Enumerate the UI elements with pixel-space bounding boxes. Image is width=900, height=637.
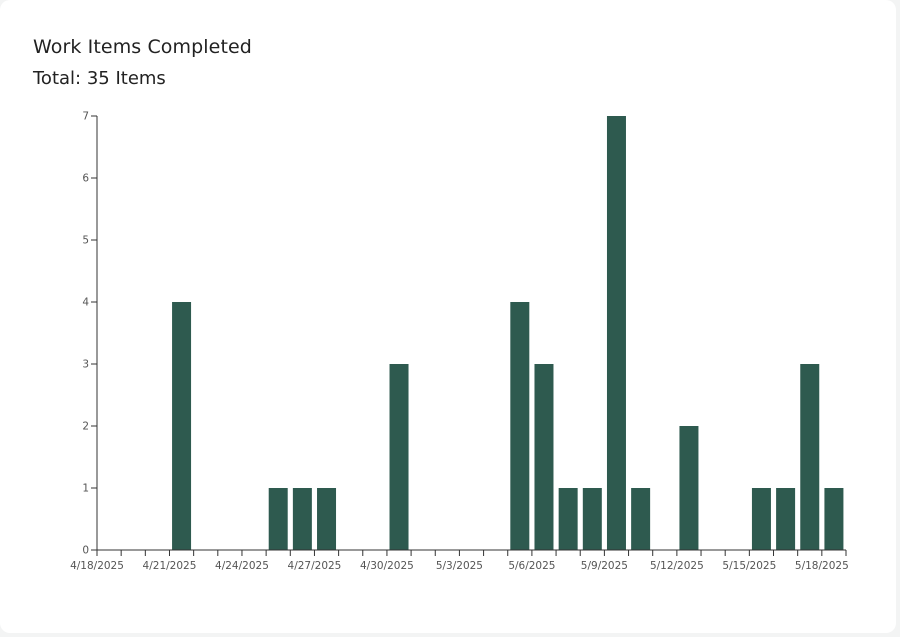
bar-5-18-2025 (824, 488, 844, 550)
bar-4-25-2025 (268, 488, 288, 550)
y-tick-label-3: 3 (82, 359, 89, 371)
x-tick-label-4-27-2025: 4/27/2025 (288, 560, 342, 572)
y-tick-label-5: 5 (82, 235, 89, 247)
chart-subtitle: Total: 35 Items (33, 68, 166, 89)
x-tick-label-4-18-2025: 4/18/2025 (70, 560, 124, 572)
bar-5-8-2025 (582, 488, 602, 550)
y-tick-label-6: 6 (82, 173, 89, 185)
bar-5-16-2025 (776, 488, 796, 550)
bar-5-10-2025 (631, 488, 651, 550)
bar-5-6-2025 (534, 364, 554, 550)
x-tick-label-5-6-2025: 5/6/2025 (508, 560, 555, 572)
bar-5-17-2025 (800, 364, 820, 550)
y-tick-label-4: 4 (82, 297, 89, 309)
bar-5-5-2025 (510, 302, 530, 550)
x-tick-label-4-30-2025: 4/30/2025 (360, 560, 414, 572)
bar-5-9-2025 (606, 116, 626, 550)
chart-title: Work Items Completed (33, 36, 252, 58)
x-tick-label-5-18-2025: 5/18/2025 (795, 560, 849, 572)
x-tick-label-4-24-2025: 4/24/2025 (215, 560, 269, 572)
bar-4-26-2025 (292, 488, 312, 550)
bar-4-30-2025 (389, 364, 409, 550)
bar-5-7-2025 (558, 488, 578, 550)
x-tick-label-5-3-2025: 5/3/2025 (436, 560, 483, 572)
y-tick-label-1: 1 (82, 483, 89, 495)
y-tick-label-0: 0 (82, 545, 89, 557)
x-tick-label-5-12-2025: 5/12/2025 (650, 560, 704, 572)
bar-5-12-2025 (679, 426, 699, 550)
x-tick-label-4-21-2025: 4/21/2025 (143, 560, 197, 572)
bar-chart: 0 1 2 3 4 5 6 7 4/18/2025 4/21/2025 4/24/2025 4/27/… (70, 111, 849, 573)
x-tick-label-5-9-2025: 5/9/2025 (581, 560, 628, 572)
bar-4-21-2025 (172, 302, 192, 550)
bar-4-27-2025 (317, 488, 337, 550)
bar-5-15-2025 (751, 488, 771, 550)
x-tick-label-5-15-2025: 5/15/2025 (722, 560, 776, 572)
y-tick-label-2: 2 (82, 421, 89, 433)
y-tick-label-7: 7 (82, 111, 89, 123)
